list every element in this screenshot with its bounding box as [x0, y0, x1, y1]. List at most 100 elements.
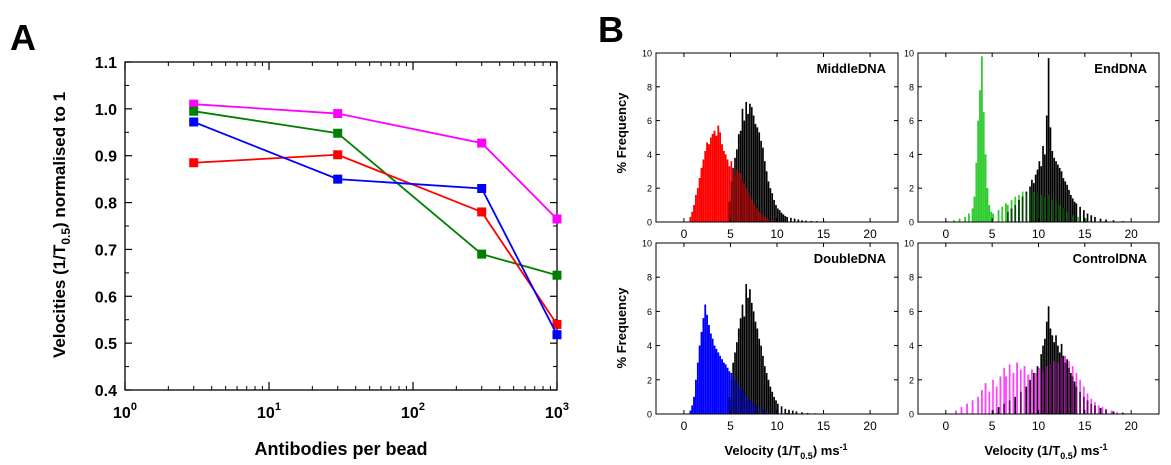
- overlap-bar: [745, 396, 748, 414]
- sample-bar: [1001, 206, 1004, 222]
- y-tick-label: 0.8: [95, 196, 117, 213]
- reference-bar: [1051, 151, 1054, 222]
- series-line: [193, 110, 558, 277]
- reference-bar: [771, 193, 774, 222]
- overlap-bar: [736, 169, 738, 222]
- x-tick-label: 15: [1078, 227, 1092, 241]
- overlap-bar: [1008, 400, 1011, 414]
- data-point: [552, 214, 562, 224]
- data-point: [333, 150, 343, 160]
- overlap-bar: [1079, 391, 1081, 414]
- y-tick-label: 8: [647, 82, 652, 92]
- x-tick-label: 0: [681, 419, 688, 433]
- sample-bar: [1071, 366, 1074, 377]
- series-line: [193, 103, 558, 220]
- sample-bar: [1090, 398, 1093, 404]
- overlap-bar: [743, 183, 746, 222]
- sample-bar: [696, 188, 699, 222]
- reference-bar: [806, 412, 809, 414]
- reference-bar: [1047, 306, 1050, 414]
- sample-bar: [702, 159, 705, 222]
- reference-bar: [1075, 203, 1078, 222]
- overlap-bar: [1010, 208, 1013, 222]
- reference-bar: [771, 391, 774, 414]
- sample-bar: [984, 154, 987, 222]
- overlap-bar: [1094, 220, 1096, 222]
- sample-bar: [973, 196, 976, 222]
- reference-bar: [777, 208, 779, 222]
- reference-bar: [1071, 198, 1074, 222]
- reference-bar: [769, 188, 772, 222]
- sample-bar: [711, 338, 714, 414]
- overlap-bar: [734, 174, 736, 222]
- reference-bar: [793, 218, 796, 222]
- sample-bar: [964, 216, 967, 222]
- overlap-bar: [1045, 366, 1048, 414]
- reference-bar: [1036, 366, 1039, 414]
- overlap-bar: [728, 201, 731, 222]
- overlap-bar: [1064, 362, 1067, 414]
- reference-bar: [747, 113, 749, 222]
- reference-bar: [765, 372, 768, 414]
- sample-bar: [704, 304, 707, 414]
- reference-bar: [1025, 386, 1028, 414]
- x-tick-label: 20: [1125, 419, 1139, 433]
- histogram-frame: [655, 242, 899, 415]
- overlap-bar: [747, 191, 749, 222]
- series-line: [193, 121, 558, 336]
- overlap-bar: [754, 405, 757, 414]
- reference-bar: [801, 220, 803, 222]
- reference-bar: [1040, 166, 1043, 222]
- reference-bar: [756, 127, 759, 222]
- panel-b-y-axis-title-bottom: % Frequency: [614, 287, 629, 369]
- reference-bar: [758, 338, 761, 414]
- histogram-DoubleDNA: 0 2 4 6 8 10 0 5 10 15 20 DoubleDNA: [642, 239, 899, 433]
- sample-bar: [1006, 205, 1009, 212]
- sample-bar: [1064, 355, 1067, 363]
- overlap-bar: [1071, 215, 1074, 222]
- overlap-bar: [1075, 386, 1078, 414]
- overlap-bar: [1047, 194, 1050, 222]
- data-point: [189, 158, 199, 168]
- reference-bar: [1099, 218, 1102, 222]
- y-tick-label: 8: [909, 273, 914, 283]
- sample-bar: [693, 396, 695, 414]
- data-point: [552, 270, 562, 280]
- overlap-bar: [1066, 211, 1068, 222]
- y-tick-label: 1.1: [95, 55, 117, 72]
- x-tick-label: 15: [817, 419, 831, 433]
- series-line: [193, 153, 558, 325]
- sample-bar: [1019, 369, 1022, 392]
- panel-b-y-axis-title-top: % Frequency: [614, 92, 629, 174]
- sample-bar: [726, 367, 729, 414]
- reference-bar: [1121, 412, 1124, 414]
- reference-bar: [745, 102, 748, 222]
- data-point: [477, 249, 487, 259]
- reference-bar: [758, 132, 761, 222]
- reference-bar: [775, 205, 777, 222]
- sample-bar: [1097, 405, 1100, 414]
- reference-bar: [1044, 154, 1046, 222]
- data-point: [333, 174, 343, 184]
- reference-bar: [1105, 219, 1107, 222]
- x-tick-label: 10: [1032, 419, 1046, 433]
- panel-a-x-axis-title: Antibodies per bead: [254, 439, 427, 459]
- reference-bar: [767, 181, 770, 222]
- reference-bar: [741, 108, 744, 222]
- sample-bar: [711, 134, 714, 222]
- reference-bar: [1070, 372, 1072, 414]
- sample-bar: [997, 210, 1000, 222]
- reference-bar: [780, 212, 783, 222]
- overlap-bar: [1053, 360, 1055, 414]
- reference-bar: [773, 396, 775, 414]
- x-tick-label: 0: [681, 227, 688, 241]
- y-tick-label: 10: [904, 239, 914, 249]
- sample-bar: [1008, 364, 1011, 401]
- panel-b-label: B: [598, 9, 624, 50]
- reference-bar: [1055, 161, 1057, 222]
- overlap-bar: [1062, 208, 1065, 222]
- sample-bar: [708, 325, 710, 414]
- reference-bar: [1055, 335, 1057, 414]
- reference-bar: [765, 171, 768, 222]
- reference-bar: [1073, 381, 1076, 414]
